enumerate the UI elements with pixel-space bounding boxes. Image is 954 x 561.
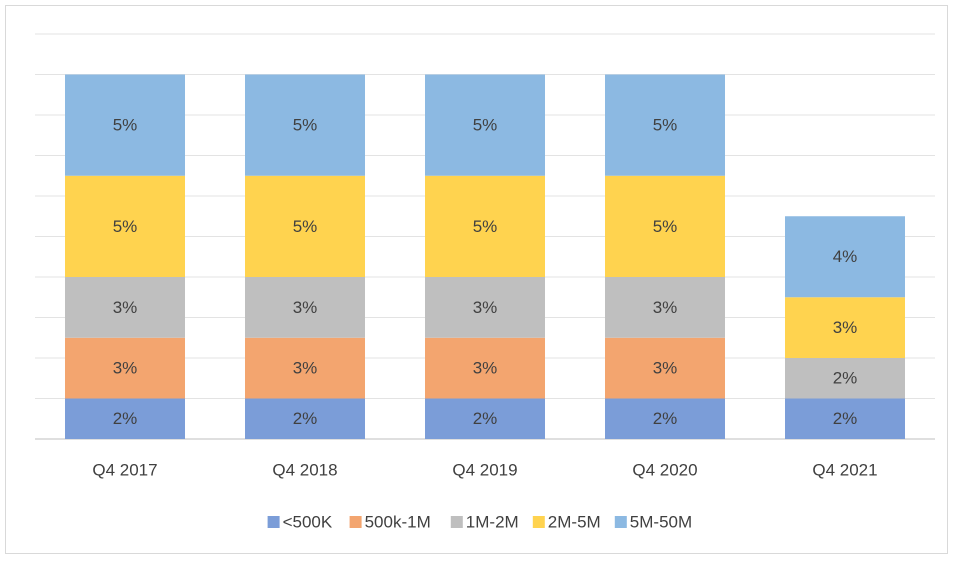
- bar-segment: [245, 337, 365, 399]
- data-label: 5%: [653, 116, 678, 135]
- data-label: 2%: [473, 409, 498, 428]
- legend-swatch: [532, 516, 545, 528]
- data-label: 5%: [473, 217, 498, 236]
- data-label: 5%: [473, 116, 498, 135]
- bar-segment: [425, 277, 545, 338]
- bar-segment: [785, 358, 905, 399]
- bar-segment: [65, 277, 185, 338]
- bar-segment: [65, 74, 185, 176]
- legend-label: 5M-50M: [630, 512, 692, 531]
- x-tick-label: Q4 2021: [812, 460, 877, 479]
- bar-segment: [425, 175, 545, 277]
- bar-segment: [425, 398, 545, 439]
- bar-segment: [65, 337, 185, 399]
- bar-segment: [785, 297, 905, 358]
- data-label: 3%: [473, 298, 498, 317]
- data-label: 2%: [653, 409, 678, 428]
- bar-segment: [65, 175, 185, 277]
- bar-segment: [425, 337, 545, 399]
- bar-segment: [605, 74, 725, 176]
- x-tick-label: Q4 2019: [452, 460, 517, 479]
- legend-label: 500k-1M: [365, 512, 431, 531]
- data-label: 4%: [833, 247, 858, 266]
- x-tick-label: Q4 2018: [272, 460, 337, 479]
- bar-segment: [785, 398, 905, 439]
- data-label: 2%: [833, 409, 858, 428]
- legend-label: <500K: [283, 512, 333, 531]
- data-label: 3%: [113, 359, 138, 378]
- data-label: 5%: [653, 217, 678, 236]
- data-label: 5%: [293, 217, 318, 236]
- data-label: 3%: [293, 298, 318, 317]
- bar-segment: [425, 74, 545, 176]
- legend-label: 1M-2M: [466, 512, 519, 531]
- data-label: 3%: [473, 359, 498, 378]
- data-label: 2%: [293, 409, 318, 428]
- bar-segment: [605, 398, 725, 439]
- legend-swatch: [349, 516, 362, 528]
- x-tick-label: Q4 2017: [92, 460, 157, 479]
- bar-segment: [245, 74, 365, 176]
- legend-swatch: [267, 516, 280, 528]
- data-label: 2%: [833, 369, 858, 388]
- legend-label: 2M-5M: [548, 512, 601, 531]
- legend-swatch: [450, 516, 463, 528]
- data-label: 3%: [113, 298, 138, 317]
- bar-segment: [605, 337, 725, 399]
- data-label: 2%: [113, 409, 138, 428]
- bar-segment: [605, 277, 725, 338]
- data-label: 3%: [653, 298, 678, 317]
- data-label: 5%: [113, 217, 138, 236]
- data-label: 3%: [833, 318, 858, 337]
- data-label: 3%: [293, 359, 318, 378]
- bar-segment: [605, 175, 725, 277]
- bar-segment: [245, 398, 365, 439]
- legend-swatch: [614, 516, 627, 528]
- data-label: 5%: [113, 116, 138, 135]
- data-label: 5%: [293, 116, 318, 135]
- x-tick-label: Q4 2020: [632, 460, 697, 479]
- bar-segment: [65, 398, 185, 439]
- data-label: 3%: [653, 359, 678, 378]
- bar-segment: [785, 216, 905, 298]
- bar-segment: [245, 175, 365, 277]
- bar-segment: [245, 277, 365, 338]
